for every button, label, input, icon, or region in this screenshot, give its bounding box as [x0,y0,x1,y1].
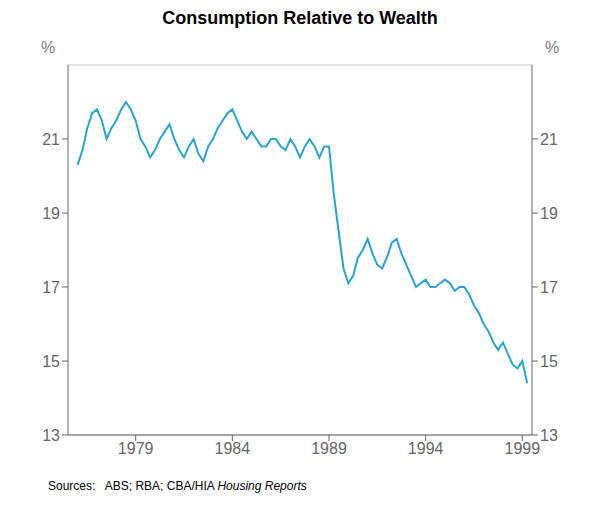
svg-text:21: 21 [42,131,60,148]
svg-text:17: 17 [42,279,60,296]
svg-text:%: % [545,39,559,56]
svg-text:1979: 1979 [118,440,154,457]
svg-text:1989: 1989 [311,440,347,457]
html-text:Consumption Relative to Wealth: Consumption Relative to Wealth [162,8,438,28]
svg-text:21: 21 [540,131,558,148]
svg-text:13: 13 [540,427,558,444]
svg-text:1994: 1994 [408,440,444,457]
html-text:Sources: ABS; RBA; CBA/HIA Hou: Sources: ABS; RBA; CBA/HIA Housing Repor… [48,479,307,493]
svg-text:19: 19 [42,205,60,222]
svg-text:1984: 1984 [215,440,251,457]
svg-text:19: 19 [540,205,558,222]
svg-text:13: 13 [42,427,60,444]
svg-text:17: 17 [540,279,558,296]
svg-text:15: 15 [42,353,60,370]
svg-text:15: 15 [540,353,558,370]
svg-text:1999: 1999 [505,440,541,457]
svg-text:%: % [41,39,55,56]
